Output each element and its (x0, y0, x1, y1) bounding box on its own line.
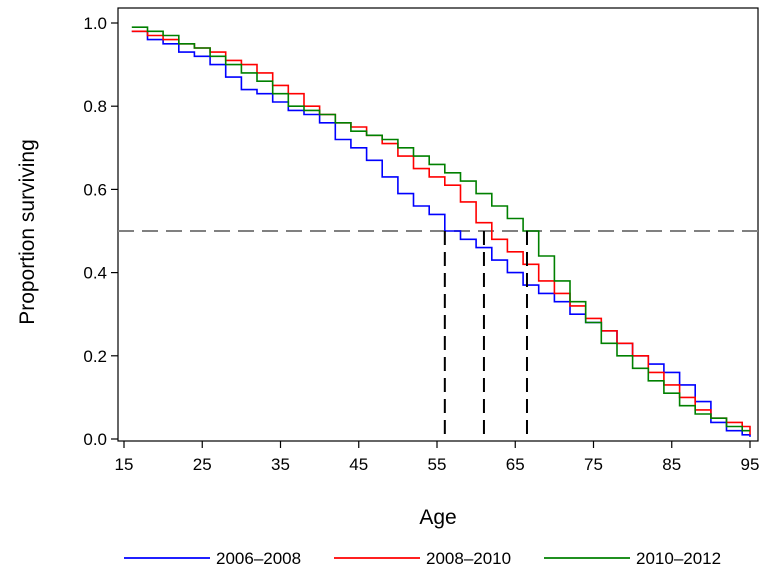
x-tick-label: 65 (506, 455, 525, 474)
legend-label-2: 2010–2012 (636, 549, 721, 568)
y-tick-label: 1.0 (83, 14, 107, 33)
y-axis-title: Proportion surviving (16, 139, 39, 325)
x-tick-label: 55 (428, 455, 447, 474)
x-tick-label: 75 (584, 455, 603, 474)
series-line-0 (131, 30, 751, 437)
y-tick-label: 0.4 (83, 264, 107, 283)
series-line-1 (131, 30, 751, 435)
x-tick-label: 15 (115, 455, 134, 474)
legend: 2006–2008 2008–2010 2010–2012 (124, 549, 721, 568)
legend-label-0: 2006–2008 (216, 549, 301, 568)
plot-frame (117, 7, 759, 442)
y-tick-label: 0.0 (83, 430, 107, 449)
y-axis: 0.0 0.2 0.4 0.6 0.8 1.0 (83, 14, 118, 449)
y-tick-label: 0.8 (83, 97, 107, 116)
x-tick-label: 35 (271, 455, 290, 474)
x-tick-label: 45 (349, 455, 368, 474)
y-tick-label: 0.2 (83, 347, 107, 366)
legend-label-1: 2008–2010 (426, 549, 511, 568)
series-line-2 (131, 26, 750, 432)
median-markers (443, 231, 528, 441)
x-axis-title: Age (419, 506, 456, 529)
x-tick-label: 25 (193, 455, 212, 474)
x-tick-label: 95 (741, 455, 760, 474)
x-tick-label: 85 (662, 455, 681, 474)
y-tick-label: 0.6 (83, 180, 107, 199)
x-axis: 15 25 35 45 55 65 75 85 95 (115, 441, 760, 474)
series-layer (131, 26, 751, 437)
